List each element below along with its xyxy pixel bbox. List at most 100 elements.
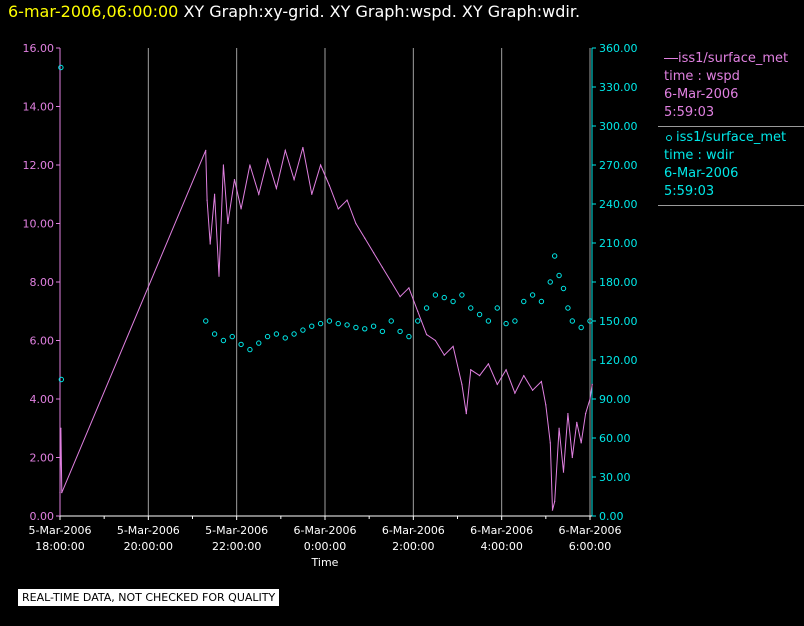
data-point-wspd — [514, 392, 516, 394]
right-axis-tick-label: 30.00 — [599, 471, 631, 484]
data-point-wdir — [432, 292, 439, 298]
data-point-wdir — [203, 318, 209, 324]
right-axis-tick-label: 360.00 — [599, 42, 638, 55]
x-tick-label-date: 5-Mar-2006 — [29, 524, 92, 537]
series-line-wspd — [59, 147, 593, 511]
legend-series: iss1/surface_met — [676, 130, 787, 145]
data-point-wspd — [218, 275, 220, 277]
data-point-wdir — [58, 376, 65, 383]
data-point-wspd — [551, 509, 554, 511]
legend: iss1/surface_met time : wspd 6-Mar-2006 … — [658, 48, 804, 206]
data-point-wspd — [227, 222, 229, 225]
data-point-wdir — [362, 326, 368, 332]
left-axis-tick-label: 2.00 — [30, 452, 55, 465]
data-point-wspd — [61, 492, 63, 494]
data-point-wspd — [284, 149, 286, 151]
data-point-wspd — [205, 149, 207, 151]
x-tick-label-time: 6:00:00 — [569, 540, 611, 553]
data-point-wspd — [478, 375, 481, 377]
data-point-wdir — [450, 298, 456, 305]
data-point-wdir — [578, 324, 584, 331]
data-point-wdir — [587, 318, 593, 324]
data-point-wspd — [60, 427, 62, 429]
left-axis-tick-label: 14.00 — [23, 101, 55, 114]
data-point-wdir — [344, 322, 350, 328]
data-point-wdir — [309, 323, 315, 329]
data-point-wspd — [584, 413, 587, 415]
data-point-wdir — [494, 305, 500, 311]
data-point-wdir — [468, 305, 474, 311]
x-tick-label-time: 2:00:00 — [392, 540, 434, 553]
data-point-wspd — [337, 208, 339, 210]
data-point-wspd — [209, 243, 211, 245]
graph-title-wspd: XY Graph:wspd. — [329, 2, 457, 21]
data-point-wspd — [496, 383, 498, 385]
data-point-wdir — [229, 333, 235, 340]
data-point-wdir — [551, 253, 558, 259]
legend-variable: time : wspd — [664, 69, 740, 84]
data-point-wdir — [317, 320, 324, 327]
data-point-wspd — [591, 383, 593, 385]
left-axis-tick-label: 6.00 — [30, 335, 55, 348]
left-axis-tick-label: 16.00 — [23, 42, 55, 55]
data-point-wspd — [417, 310, 419, 312]
data-point-wspd — [266, 158, 269, 160]
data-point-wspd — [399, 296, 401, 298]
data-point-wdir — [485, 318, 492, 324]
left-axis-tick-label: 12.00 — [23, 159, 55, 172]
data-point-wspd — [558, 427, 560, 429]
x-axis-title: Time — [311, 556, 339, 569]
x-tick-label-date: 6-Mar-2006 — [559, 524, 622, 537]
right-axis-tick-label: 300.00 — [599, 120, 638, 133]
data-point-wdir — [238, 341, 244, 348]
data-point-wspd — [390, 281, 392, 283]
legend-date: 6-Mar-2006 — [664, 87, 739, 102]
data-point-wspd — [487, 363, 490, 365]
legend-variable: time : wdir — [664, 148, 734, 163]
data-point-wspd — [452, 345, 454, 347]
data-point-wdir — [560, 285, 567, 292]
line-swatch-icon — [664, 58, 678, 59]
right-axis-tick-label: 210.00 — [599, 237, 638, 250]
data-point-wspd — [425, 334, 428, 336]
left-axis-tick-label: 10.00 — [23, 218, 55, 231]
right-axis-tick-label: 60.00 — [599, 432, 631, 445]
timestamp: 6-mar-2006,06:00:00 — [8, 2, 179, 21]
data-point-wspd — [233, 179, 236, 181]
data-point-wdir — [300, 327, 306, 333]
data-point-wdir — [569, 318, 576, 324]
data-point-wspd — [531, 389, 534, 391]
data-point-wdir — [476, 311, 483, 318]
left-axis-tick-label: 4.00 — [30, 393, 55, 406]
right-axis-tick-label: 180.00 — [599, 276, 638, 289]
data-point-wspd — [554, 500, 556, 502]
data-point-wspd — [275, 187, 278, 189]
data-point-wspd — [381, 266, 384, 268]
data-point-wspd — [580, 442, 582, 444]
data-point-wdir — [58, 64, 64, 71]
data-point-wspd — [258, 193, 260, 195]
data-point-wdir — [353, 324, 359, 331]
x-tick-label-time: 18:00:00 — [35, 540, 84, 553]
x-tick-label-time: 0:00:00 — [304, 540, 346, 553]
data-point-wspd — [59, 492, 61, 494]
legend-time: 5:59:03 — [664, 105, 715, 120]
data-point-wspd — [206, 199, 208, 201]
data-point-wdir — [379, 328, 386, 335]
data-point-wspd — [571, 456, 573, 459]
graph-title-xy-grid: XY Graph:xy-grid. — [183, 2, 325, 21]
data-point-wdir — [547, 279, 553, 285]
data-point-wspd — [545, 404, 547, 406]
data-point-wdir — [388, 318, 394, 324]
data-point-wdir — [282, 335, 288, 341]
data-point-wspd — [465, 413, 467, 415]
data-point-wdir — [529, 292, 536, 298]
x-tick-label-time: 22:00:00 — [212, 540, 261, 553]
data-point-wspd — [567, 413, 569, 415]
x-tick-label-date: 6-Mar-2006 — [382, 524, 445, 537]
data-point-wdir — [211, 331, 218, 337]
data-point-wspd — [328, 184, 331, 187]
data-point-wdir — [423, 305, 430, 311]
x-tick-label-date: 6-Mar-2006 — [470, 524, 533, 537]
